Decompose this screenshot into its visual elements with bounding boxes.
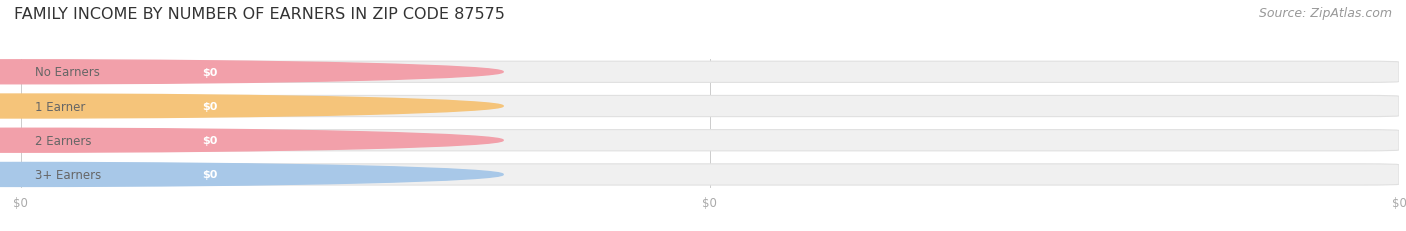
Circle shape xyxy=(0,61,503,84)
FancyBboxPatch shape xyxy=(21,96,1399,117)
FancyBboxPatch shape xyxy=(21,97,235,117)
Circle shape xyxy=(0,163,503,187)
Text: $0: $0 xyxy=(202,102,218,112)
Text: $0: $0 xyxy=(202,67,218,77)
Text: Source: ZipAtlas.com: Source: ZipAtlas.com xyxy=(1258,7,1392,20)
Text: $0: $0 xyxy=(202,170,218,180)
FancyBboxPatch shape xyxy=(21,165,235,185)
FancyBboxPatch shape xyxy=(21,131,235,151)
Text: 2 Earners: 2 Earners xyxy=(35,134,91,147)
Text: $0: $0 xyxy=(202,136,218,146)
FancyBboxPatch shape xyxy=(21,62,235,82)
Text: 3+ Earners: 3+ Earners xyxy=(35,168,101,181)
FancyBboxPatch shape xyxy=(21,164,1399,185)
Text: No Earners: No Earners xyxy=(35,66,100,79)
Circle shape xyxy=(0,129,503,152)
Circle shape xyxy=(0,95,503,119)
Text: 1 Earner: 1 Earner xyxy=(35,100,84,113)
Text: FAMILY INCOME BY NUMBER OF EARNERS IN ZIP CODE 87575: FAMILY INCOME BY NUMBER OF EARNERS IN ZI… xyxy=(14,7,505,22)
FancyBboxPatch shape xyxy=(21,130,1399,151)
FancyBboxPatch shape xyxy=(21,62,1399,83)
